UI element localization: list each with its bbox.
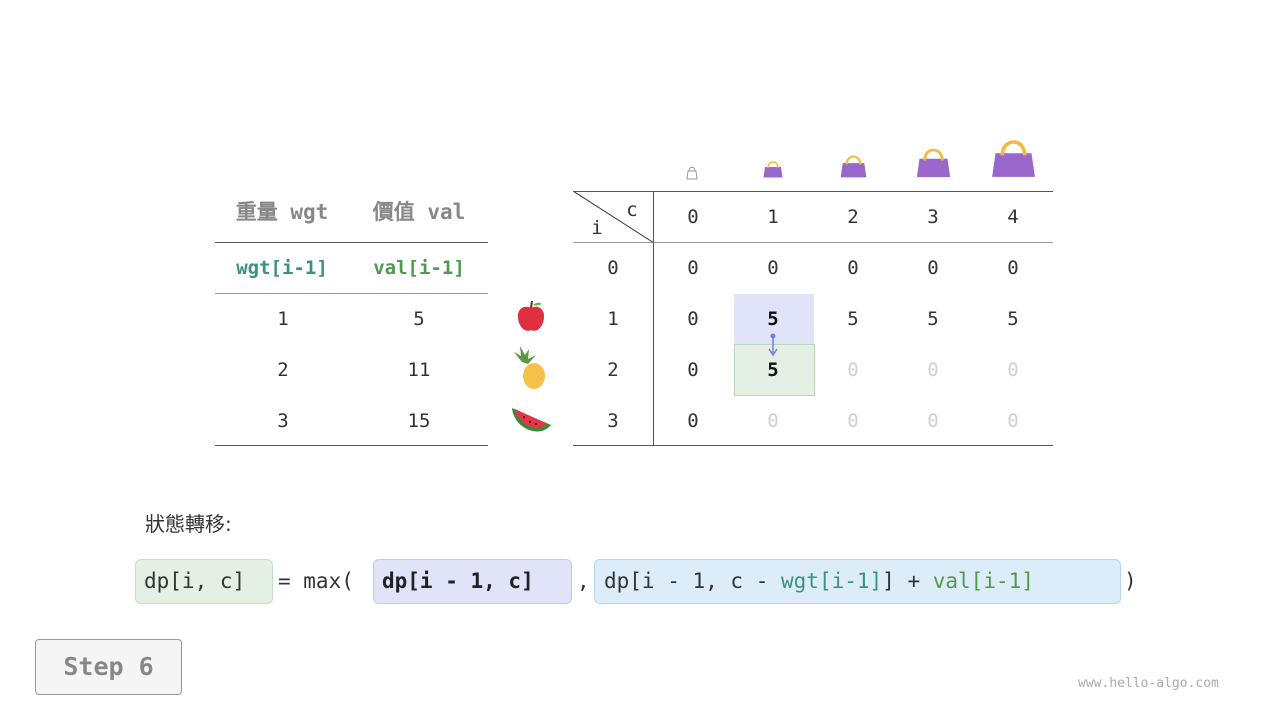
dp-cell: 0 (847, 410, 859, 432)
bag-icon (840, 155, 866, 178)
col-header: 0 (687, 206, 699, 228)
bag-icon-empty (686, 166, 698, 180)
dp-cell: 0 (687, 308, 699, 330)
dp-cell: 0 (927, 257, 939, 279)
dp-cell: 5 (927, 308, 939, 330)
dp-cell: 0 (927, 410, 939, 432)
dp-cell: 0 (687, 257, 699, 279)
watermark: www.hello-algo.com (1078, 676, 1219, 691)
divider (215, 242, 488, 243)
val-subheader: val[i-1] (373, 257, 465, 279)
wgt-cell: 2 (277, 359, 289, 381)
bag-icon (763, 161, 783, 178)
corner-diagonal (573, 191, 654, 244)
divider (215, 293, 488, 294)
dp-cell: 0 (1007, 257, 1019, 279)
val-cell: 11 (407, 359, 431, 381)
dp-cell: 0 (1007, 359, 1019, 381)
dp-cell: 0 (927, 359, 939, 381)
bag-icon (916, 148, 950, 178)
dp-cell: 0 (767, 257, 779, 279)
formula-comma: , (577, 569, 590, 593)
col-header: 3 (927, 206, 939, 228)
weight-header: 重量 wgt (235, 200, 329, 224)
watermelon-icon (512, 408, 551, 432)
header-divider (573, 242, 1053, 243)
arg2-part-b: ] + (882, 569, 933, 593)
table-bottom-border (573, 445, 1053, 446)
wgt-cell: 1 (277, 308, 289, 330)
dp-cell: 5 (767, 308, 779, 330)
formula-arg2: dp[i - 1, c - wgt[i-1]] + val[i-1] (604, 559, 1034, 603)
col-header: 2 (847, 206, 859, 228)
col-axis-label: c (626, 199, 638, 221)
dp-cell: 0 (687, 410, 699, 432)
value-header: 價值 val (372, 200, 466, 224)
arg2-part-a: dp[i - 1, c - (604, 569, 782, 593)
formula-eq: = max( (278, 569, 354, 593)
dp-cell: 5 (847, 308, 859, 330)
apple-icon (517, 300, 545, 331)
arrow-down-icon (768, 333, 778, 357)
lhs-box (135, 559, 273, 604)
wgt-cell: 3 (277, 410, 289, 432)
val-cell: 5 (413, 308, 425, 330)
formula-label: 狀態轉移: (145, 512, 232, 536)
row-header: 3 (607, 410, 619, 432)
arg2-val: val[i-1] (932, 569, 1034, 593)
dp-cell: 0 (847, 257, 859, 279)
formula-lhs: dp[i, c] (144, 569, 246, 593)
step-button[interactable]: Step 6 (35, 639, 182, 695)
row-header: 0 (607, 257, 619, 279)
arg1-box (373, 559, 572, 604)
dp-cell: 0 (847, 359, 859, 381)
formula-close: ) (1124, 569, 1137, 593)
row-axis-label: i (591, 217, 603, 239)
col-header: 4 (1007, 206, 1019, 228)
arg2-wgt: wgt[i-1] (781, 569, 883, 593)
dp-cell: 5 (767, 359, 779, 381)
row-header: 1 (607, 308, 619, 330)
dp-cell: 0 (1007, 410, 1019, 432)
pineapple-icon (514, 346, 545, 389)
bag-icon (991, 140, 1035, 177)
val-cell: 15 (407, 410, 431, 432)
row-header: 2 (607, 359, 619, 381)
dp-cell: 0 (687, 359, 699, 381)
table-top-border (573, 191, 1053, 192)
wgt-subheader: wgt[i-1] (236, 257, 328, 279)
dp-cell: 0 (767, 410, 779, 432)
dp-cell: 5 (1007, 308, 1019, 330)
divider (215, 445, 488, 446)
formula-arg1: dp[i - 1, c] (382, 569, 534, 593)
arg2-box (594, 559, 1121, 604)
row-header-divider (653, 192, 654, 446)
col-header: 1 (767, 206, 779, 228)
